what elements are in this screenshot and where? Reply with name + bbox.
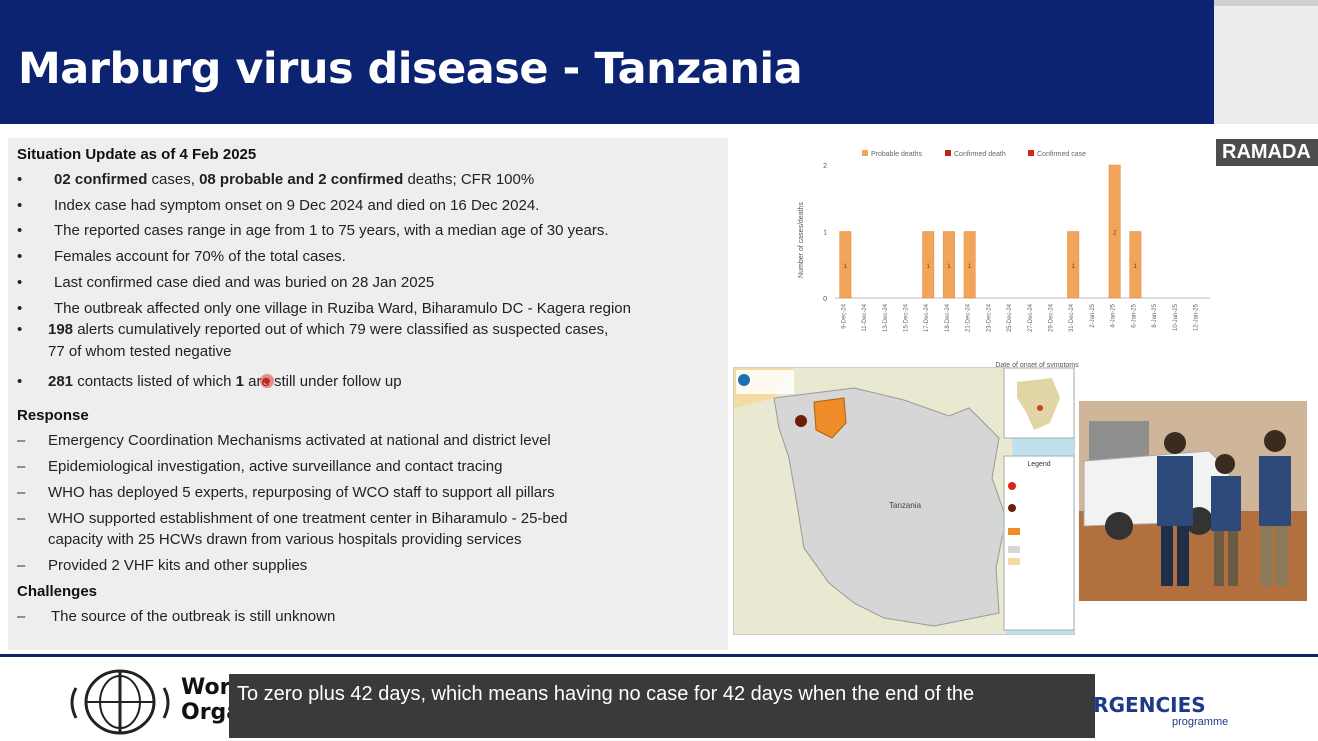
bullet-index-case: Index case had symptom onset on 9 Dec 20… [54,197,540,214]
bar-data-label: 1 [1134,264,1138,270]
x-tick-label: 4-Jan-25 [1111,303,1117,327]
slide-title: Marburg virus disease - Tanzania [18,44,803,94]
x-tick-label: 10-Jan-25 [1173,303,1179,331]
field-team-photo [1079,401,1307,601]
x-tick-label: 17-Dec-24 [924,303,930,332]
x-tick-label: 18-Dec-24 [945,303,951,332]
challenges-heading: Challenges [17,583,98,600]
response-surveillance: Epidemiological investigation, active su… [48,458,503,475]
dash-marker: – [17,432,26,449]
legend-label: Probable deaths [871,151,922,158]
bar-probable-deaths [1129,231,1142,299]
dash-marker: – [17,557,26,574]
dash-marker: – [17,608,26,625]
footer-divider [0,654,1318,657]
pointer-cursor [260,374,274,388]
challenge-source-unknown: The source of the outbreak is still unkn… [51,608,336,625]
x-tick-label: 27-Dec-24 [1028,303,1034,332]
bullet-marker: • [17,197,23,214]
response-heading: Response [17,407,89,424]
x-tick-label: 31-Dec-24 [1069,303,1075,332]
y-tick-label: 2 [823,163,827,170]
map-svg: Legend Tanzania [734,367,1075,634]
bar-probable-deaths [1067,231,1080,299]
response-vhf-kits: Provided 2 VHF kits and other supplies [48,557,308,574]
bullet-marker: • [17,171,23,188]
bullet-alerts: 198 alerts cumulatively reported out of … [48,321,609,338]
bullet-last-case: Last confirmed case died and was buried … [54,274,435,291]
y-tick-label: 0 [823,296,827,303]
bullet-marker: • [17,373,23,390]
bar-probable-deaths [839,231,852,299]
x-tick-label: 6-Jan-25 [1131,303,1137,327]
bar-probable-deaths [963,231,976,299]
response-experts: WHO has deployed 5 experts, repurposing … [48,484,555,501]
bar-data-label: 1 [927,264,931,270]
x-axis-label: Date of onset of symptoms [995,362,1079,369]
bullet-alerts-line2: 77 of whom tested negative [48,343,232,360]
bullet-marker: • [17,274,23,291]
dash-marker: – [17,458,26,475]
y-axis-label: Number of cases/deaths [798,202,805,278]
bar-data-label: 1 [844,264,848,270]
title-bar [0,0,1214,124]
video-background-strip [1214,0,1318,124]
x-tick-label: 9-Dec-24 [841,303,847,328]
map-legend-title: Legend [1027,461,1050,468]
bullet-contacts: 281 contacts listed of which 1 are still… [48,373,402,390]
bar-data-label: 1 [1072,264,1076,270]
legend-swatch [945,150,951,156]
response-coordination: Emergency Coordination Mechanisms activa… [48,432,551,449]
bar-data-label: 1 [947,264,951,270]
situation-panel [8,138,728,650]
emergencies-programme-text: programme [1172,716,1229,728]
who-emblem-svg [70,669,170,735]
ramada-sign: RAMADA [1216,139,1318,166]
legend-label: Confirmed case [1037,151,1086,158]
situation-heading: Situation Update as of 4 Feb 2025 [17,146,257,163]
y-tick-label: 1 [823,230,827,237]
bar-probable-deaths [1108,164,1121,299]
response-treatment-center-line2: capacity with 25 HCWs drawn from various… [48,531,522,548]
bullet-females: Females account for 70% of the total cas… [54,248,346,265]
x-tick-label: 2-Jan-25 [1090,303,1096,327]
bullet-village: The outbreak affected only one village i… [54,300,631,317]
bullet-marker: • [17,248,23,265]
x-tick-label: 21-Dec-24 [966,303,972,332]
legend-label: Confirmed death [954,151,1006,158]
x-tick-label: 11-Dec-24 [862,303,868,331]
bar-probable-deaths [922,231,935,299]
x-tick-label: 23-Dec-24 [986,303,992,332]
legend-swatch [1028,150,1034,156]
x-tick-label: 13-Dec-24 [883,303,889,332]
x-tick-label: 25-Dec-24 [1007,303,1013,332]
epi-curve-chart: Probable deaths Confirmed death Confirmed … [740,140,1210,370]
photo-illustration [1079,401,1307,601]
tanzania-map: Legend Tanzania [733,367,1075,635]
dash-marker: – [17,484,26,501]
who-emblem-icon [66,668,174,736]
bullet-marker: • [17,300,23,317]
x-tick-label: 15-Dec-24 [904,303,910,332]
x-tick-label: 12-Jan-25 [1194,303,1200,331]
epi-curve-svg: Probable deaths Confirmed death Confirmed … [798,150,1210,369]
bullet-marker: • [17,222,23,239]
live-caption: To zero plus 42 days, which means having… [229,674,1095,738]
x-tick-label: 29-Dec-24 [1049,303,1055,332]
dash-marker: – [17,510,26,527]
map-country-label: Tanzania [889,501,922,510]
bar-probable-deaths [942,231,955,299]
legend-swatch [862,150,868,156]
bullet-age-range: The reported cases range in age from 1 t… [54,222,609,239]
bar-data-label: 1 [968,264,972,270]
bullet-confirmed-cases: 02 confirmed cases, 08 probable and 2 co… [54,171,535,188]
video-background-top [1214,0,1318,6]
bar-data-label: 2 [1113,231,1117,237]
response-treatment-center: WHO supported establishment of one treat… [48,510,568,527]
x-tick-label: 8-Jan-25 [1152,303,1158,327]
bullet-marker: • [17,321,23,338]
